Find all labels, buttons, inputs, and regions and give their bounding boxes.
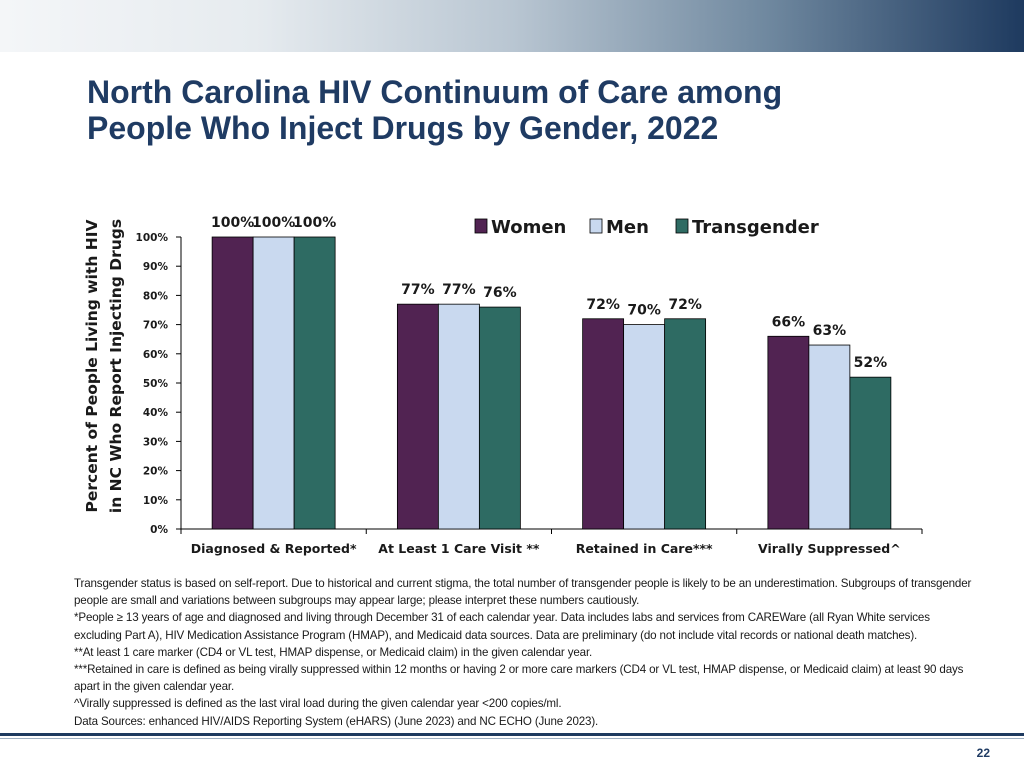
bar bbox=[293, 236, 336, 530]
bar bbox=[211, 236, 254, 530]
category-label: Diagnosed & Reported* bbox=[191, 541, 357, 556]
bar bbox=[808, 344, 851, 530]
legend-label: Transgender bbox=[692, 217, 819, 238]
bar bbox=[664, 318, 707, 530]
bar-value-label: 77% bbox=[442, 282, 476, 298]
legend-swatch bbox=[675, 218, 689, 234]
y-axis-title-line-1: Percent of People Living with HIV bbox=[83, 219, 101, 512]
bar-value-labels: 100%100%100%77% 77% 76%72% 70% 72%66%63%52% bbox=[211, 215, 887, 371]
bar-value-label: 72% bbox=[668, 297, 702, 313]
y-tick-label: 40% bbox=[143, 407, 169, 419]
y-tick-label: 80% bbox=[143, 290, 169, 302]
bars bbox=[211, 236, 892, 530]
bar-value-label: 52% bbox=[854, 355, 888, 371]
legend-swatch bbox=[474, 218, 488, 234]
legend-label: Women bbox=[491, 217, 566, 238]
footnote-data-sources: Data Sources: enhanced HIV/AIDS Reportin… bbox=[74, 714, 599, 728]
bar bbox=[478, 306, 521, 530]
footnote-transgender: Transgender status is based on self-repo… bbox=[74, 577, 972, 608]
slide-title: North Carolina HIV Continuum of Care amo… bbox=[87, 74, 967, 146]
bar-value-label: 70% bbox=[627, 303, 661, 319]
footnote-care-visit: **At least 1 care marker (CD4 or VL test… bbox=[74, 645, 593, 659]
bar-chart: Percent of People Living with HIV in NC … bbox=[83, 215, 923, 556]
category-label: Virally Suppressed^ bbox=[758, 541, 901, 556]
category-label: At Least 1 Care Visit ** bbox=[378, 541, 540, 556]
bar bbox=[623, 324, 666, 530]
bar-value-label: 77% bbox=[401, 282, 435, 298]
footer-rule-thin bbox=[0, 738, 1024, 739]
y-tick-label: 20% bbox=[143, 466, 169, 478]
bar-value-label: 100% bbox=[211, 215, 254, 231]
y-tick-label: 70% bbox=[143, 320, 169, 332]
bar bbox=[252, 236, 295, 530]
y-axis-title-line-2: in NC Who Report Injecting Drugs bbox=[107, 219, 125, 513]
slide-title-line-1: North Carolina HIV Continuum of Care amo… bbox=[87, 74, 783, 110]
y-tick-label: 90% bbox=[143, 261, 169, 273]
bar bbox=[582, 318, 625, 530]
y-tick-label: 0% bbox=[150, 524, 168, 536]
footnote-retained: ***Retained in care is defined as being … bbox=[74, 663, 964, 694]
footnote-diagnosed: *People ≥ 13 years of age and diagnosed … bbox=[74, 611, 930, 642]
y-tick-label: 10% bbox=[143, 495, 169, 507]
bar-value-label: 100% bbox=[252, 215, 295, 231]
legend-swatch bbox=[589, 218, 603, 234]
y-tick-label: 50% bbox=[143, 378, 169, 390]
legend-label: Men bbox=[606, 217, 649, 238]
y-axis-title: Percent of People Living with HIV in NC … bbox=[83, 219, 125, 513]
footer-rule bbox=[0, 733, 1024, 736]
footnote-suppressed: ^Virally suppressed is defined as the la… bbox=[74, 697, 562, 711]
bar-value-label: 76% bbox=[483, 285, 517, 301]
bar bbox=[849, 376, 892, 530]
legend: Women Men Transgender bbox=[474, 217, 819, 238]
bar-value-label: 63% bbox=[813, 323, 847, 339]
slide-title-line-2: People Who Inject Drugs by Gender, 2022 bbox=[87, 110, 719, 146]
header-gradient-band bbox=[0, 0, 1024, 52]
y-tick-label: 100% bbox=[136, 232, 169, 244]
y-tick-label: 60% bbox=[143, 349, 169, 361]
bar-value-label: 72% bbox=[586, 297, 620, 313]
bar bbox=[767, 335, 810, 530]
page-number: 22 bbox=[976, 746, 990, 760]
footnotes: Transgender status is based on self-repo… bbox=[74, 575, 974, 730]
bar bbox=[396, 303, 439, 530]
category-labels: Diagnosed & Reported* At Least 1 Care Vis… bbox=[191, 541, 901, 556]
bar bbox=[437, 303, 480, 530]
y-tick-label: 30% bbox=[143, 436, 169, 448]
bar-value-label: 66% bbox=[772, 314, 806, 330]
bar-value-label: 100% bbox=[293, 215, 336, 231]
category-label: Retained in Care*** bbox=[576, 541, 713, 556]
